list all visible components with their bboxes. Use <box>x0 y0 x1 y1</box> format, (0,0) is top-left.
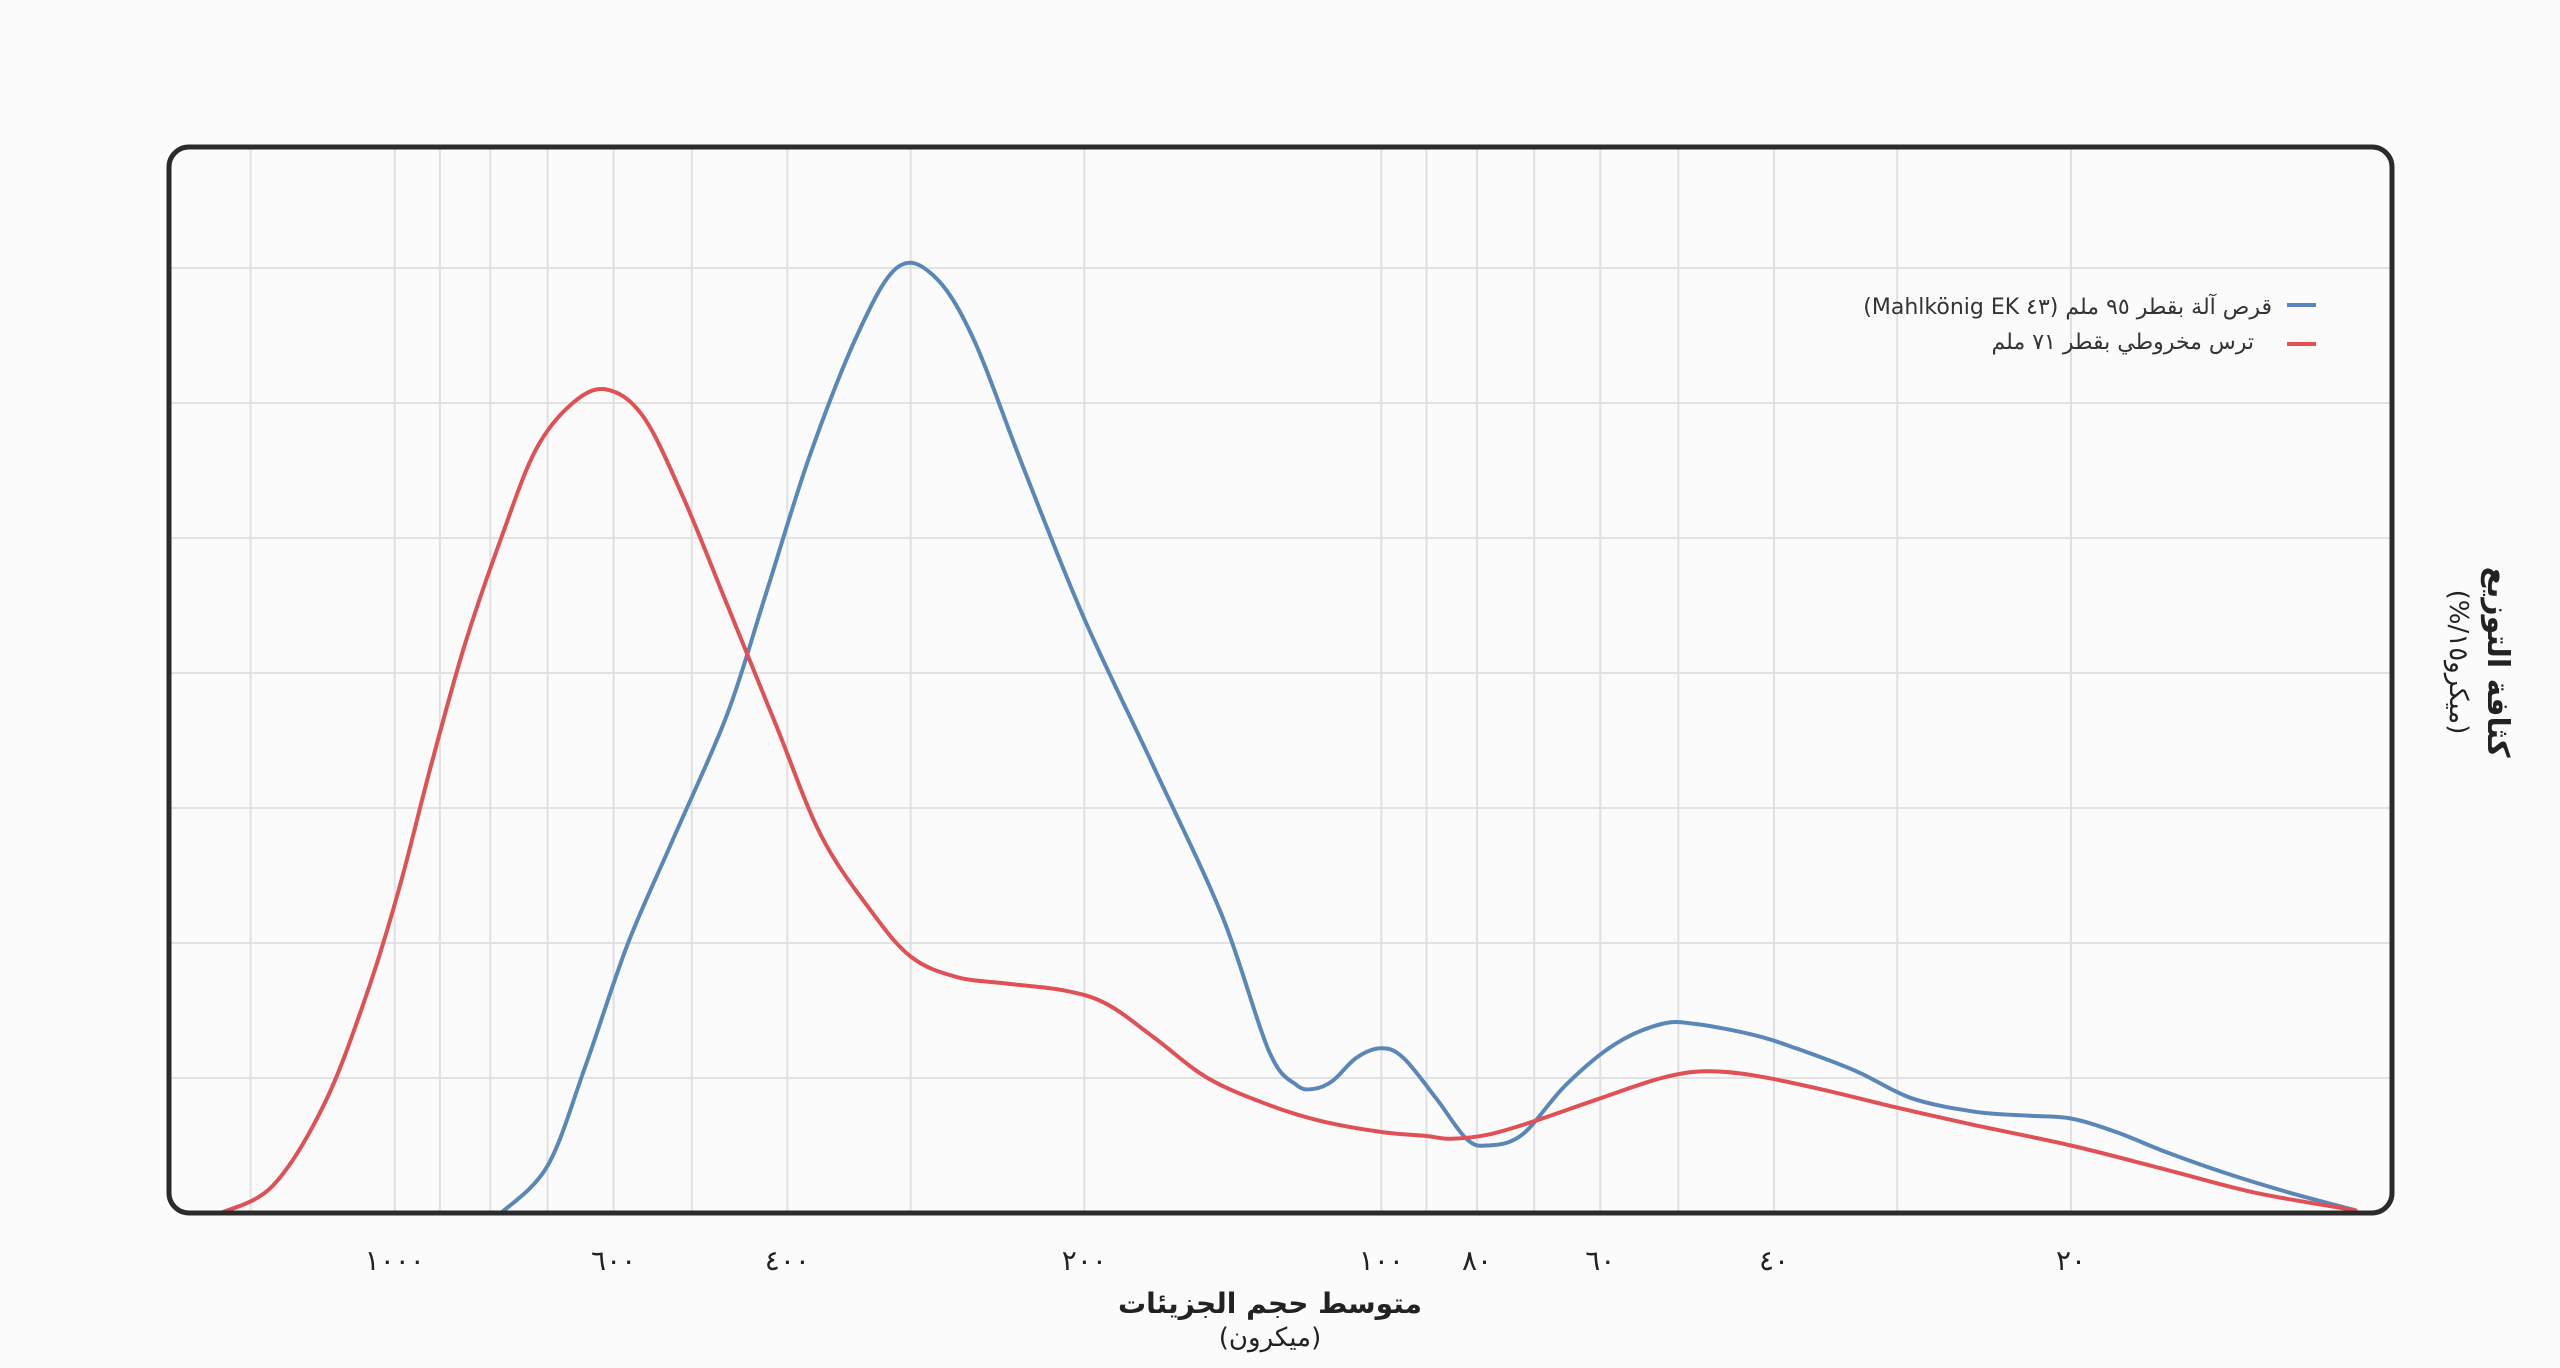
series-line-red <box>219 387 2358 1215</box>
x-tick-label: ٦٠٠ <box>591 1244 636 1277</box>
legend: (Mahlkönig EK ٤٣) قرص آلة بقطر ٩٥ ملم تر… <box>1863 293 2316 355</box>
x-axis-ticks: ١٠٠٠ ٦٠٠ ٤٠٠ ٢٠٠ ١٠٠ ٨٠ ٦٠ ٤٠ ٢٠ <box>365 1244 2086 1277</box>
x-tick-label: ٤٠٠ <box>765 1244 810 1277</box>
x-tick-label: ٤٠ <box>1759 1244 1789 1277</box>
grid <box>169 147 2392 1213</box>
series-line-blue <box>499 260 2358 1215</box>
plot-frame <box>166 144 2395 1216</box>
x-tick-label: ٦٠ <box>1585 1244 1615 1277</box>
y-axis-label: كثافة التوزيع <box>2480 567 2515 758</box>
x-tick-label: ٨٠ <box>1462 1244 1492 1277</box>
x-tick-label: ٢٠٠ <box>1062 1244 1107 1277</box>
x-axis-label: متوسط حجم الجزيئات <box>1118 1287 1422 1320</box>
y-axis-unit: (%/ميكرو١٥) <box>2443 590 2473 735</box>
x-tick-label: ١٠٠ <box>1359 1244 1404 1277</box>
x-tick-label: ٢٠ <box>2056 1244 2086 1277</box>
legend-label-red: ترس مخروطي بقطر ٧١ ملم <box>1992 330 2254 355</box>
x-tick-label: ١٠٠٠ <box>365 1244 425 1277</box>
legend-label-blue: (Mahlkönig EK ٤٣) قرص آلة بقطر ٩٥ ملم <box>1863 293 2272 320</box>
x-axis-unit: (ميكرون) <box>1219 1323 1321 1353</box>
plot-area <box>219 260 2358 1215</box>
